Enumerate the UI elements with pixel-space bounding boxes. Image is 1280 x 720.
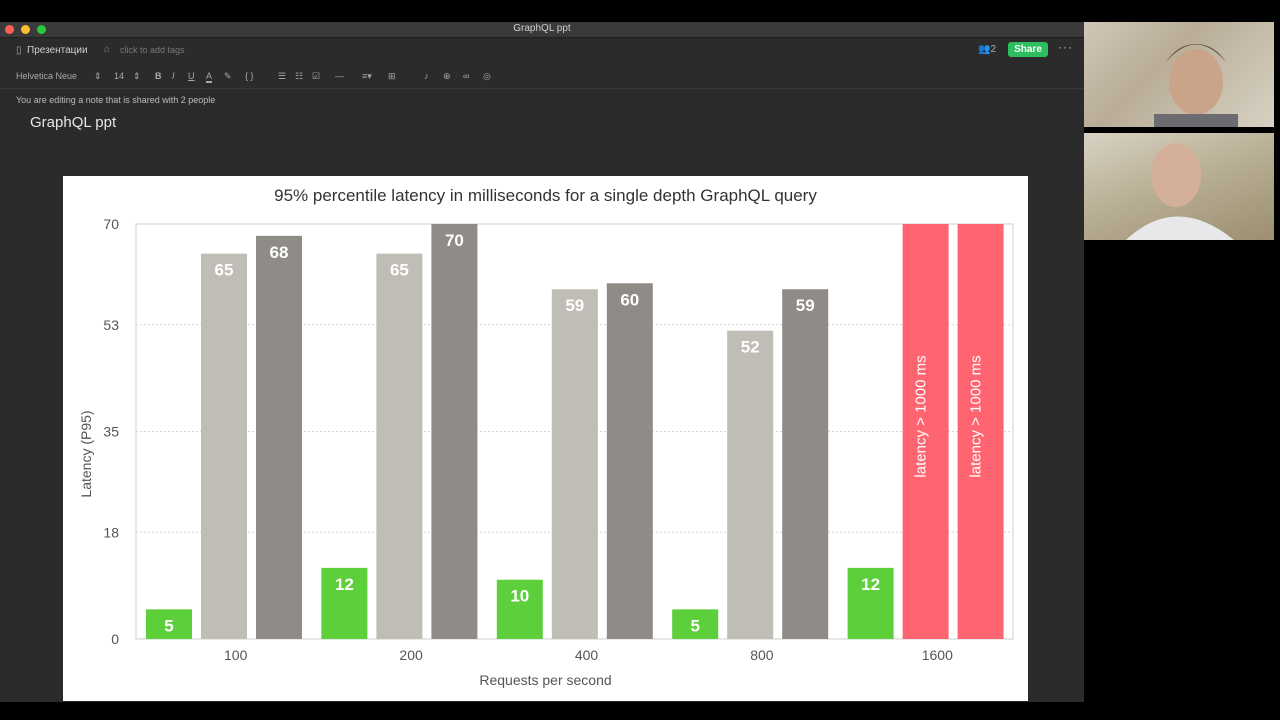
size-chevron-icon[interactable]: ⇕ — [133, 71, 141, 81]
data-label: 59 — [796, 296, 815, 315]
data-label: 59 — [565, 296, 584, 315]
tags-input[interactable]: click to add tags — [120, 45, 185, 55]
bar — [902, 224, 949, 639]
bar — [431, 224, 478, 639]
data-label: latency > 1000 ms — [968, 355, 985, 477]
y-tick-label: 18 — [103, 524, 119, 540]
bar — [847, 567, 894, 639]
participant-2-figure — [1126, 143, 1234, 240]
notebook-selector[interactable]: Презентации — [27, 45, 88, 56]
bar-chart: 0 18 35 53 70 100 5 65 68 200 12 65 70 400 10 59 60 800 5 5… — [103, 216, 1014, 663]
italic-button[interactable]: I — [172, 71, 175, 81]
microphone-icon[interactable]: ♪ — [424, 71, 429, 81]
people-icon: 👥 — [978, 44, 991, 55]
chart-title: 95% percentile latency in milliseconds f… — [274, 186, 817, 205]
bar — [146, 609, 192, 639]
bar — [957, 224, 1004, 639]
video-participant-2[interactable] — [1084, 133, 1274, 240]
align-icon[interactable]: ≡▾ — [362, 71, 372, 81]
window-title: GraphQL ppt — [513, 23, 571, 34]
encrypt-icon[interactable]: ◎ — [483, 71, 491, 81]
bar — [727, 330, 774, 639]
y-tick-label: 53 — [103, 317, 119, 333]
people-count: 2 — [990, 44, 997, 55]
screen-top-bar — [0, 0, 1280, 22]
shared-people-button[interactable]: 👥2 — [978, 44, 996, 55]
video-participant-1[interactable] — [1084, 22, 1274, 127]
x-tick-label: 400 — [575, 647, 599, 663]
text-color-button[interactable]: A — [206, 71, 213, 83]
attachment-icon[interactable]: ⊕ — [443, 71, 451, 81]
shared-note-banner: You are editing a note that is shared wi… — [16, 95, 216, 105]
participant-1-figure — [1154, 44, 1238, 127]
y-tick-label: 70 — [103, 216, 119, 232]
data-label: 5 — [164, 616, 173, 635]
bar — [376, 253, 423, 639]
data-label: 10 — [510, 587, 529, 606]
right-black-pane — [1090, 240, 1280, 720]
link-icon[interactable]: ∞ — [463, 71, 470, 81]
highlight-icon[interactable]: ✎ — [224, 71, 232, 81]
table-icon[interactable]: ⊞ — [388, 71, 396, 81]
share-button[interactable]: Share — [1008, 42, 1048, 57]
data-label: 12 — [861, 575, 880, 594]
y-tick-label: 0 — [111, 631, 119, 647]
bar — [551, 289, 598, 639]
data-label: 68 — [270, 243, 289, 262]
bar — [201, 253, 247, 639]
chevron-updown-icon[interactable]: ⇕ — [94, 71, 102, 81]
data-label: 5 — [690, 616, 699, 635]
data-label: latency > 1000 ms — [913, 355, 930, 477]
note-header-bar: ▯ Презентации ⌂ click to add tags 👥2 Sha… — [0, 38, 1084, 64]
notebook-icon: ▯ — [16, 45, 22, 56]
font-family-select[interactable]: Helvetica Neue — [16, 71, 78, 81]
data-label: 65 — [215, 261, 234, 280]
bar — [606, 283, 653, 639]
tag-icon: ⌂ — [104, 44, 111, 55]
data-label: 52 — [741, 338, 760, 357]
x-tick-label: 200 — [399, 647, 423, 663]
bar — [321, 567, 368, 639]
x-tick-label: 100 — [224, 647, 248, 663]
minimize-window-button[interactable] — [21, 25, 30, 34]
code-block-button[interactable]: { } — [245, 71, 254, 81]
x-axis-label: Requests per second — [479, 672, 612, 688]
divider-button[interactable]: — — [335, 71, 344, 81]
font-size-select[interactable]: 14 — [114, 71, 125, 81]
data-label: 70 — [445, 231, 464, 250]
bar — [256, 235, 302, 639]
x-tick-label: 1600 — [922, 647, 953, 663]
y-tick-label: 35 — [103, 424, 119, 440]
title-bar: GraphQL ppt — [0, 22, 1084, 38]
y-axis-label: Latency (P95) — [78, 410, 94, 498]
checklist-icon[interactable]: ☑ — [312, 71, 321, 81]
zoom-window-button[interactable] — [37, 25, 46, 34]
bar — [672, 609, 719, 639]
underline-button[interactable]: U — [188, 71, 195, 81]
bar — [496, 579, 543, 639]
data-label: 65 — [390, 261, 409, 280]
bullet-list-icon[interactable]: ☰ — [278, 71, 287, 81]
x-tick-label: 800 — [750, 647, 774, 663]
formatting-toolbar: Helvetica Neue ⇕ 14 ⇕ B I U A ✎ { } ☰ ☷ … — [0, 66, 1084, 89]
bar — [782, 289, 829, 639]
numbered-list-icon[interactable]: ☷ — [295, 71, 304, 81]
chart-slide: 0 18 35 53 70 100 5 65 68 200 12 65 70 400 10 59 60 800 5 5… — [63, 176, 1028, 701]
data-label: 12 — [335, 575, 354, 594]
note-title[interactable]: GraphQL ppt — [30, 114, 117, 131]
data-label: 60 — [620, 290, 639, 309]
evernote-window: GraphQL ppt ▯ Презентации ⌂ click to add… — [0, 22, 1084, 702]
bold-button[interactable]: B — [155, 71, 162, 81]
close-window-button[interactable] — [5, 25, 14, 34]
more-options-button[interactable]: ··· — [1058, 40, 1073, 54]
